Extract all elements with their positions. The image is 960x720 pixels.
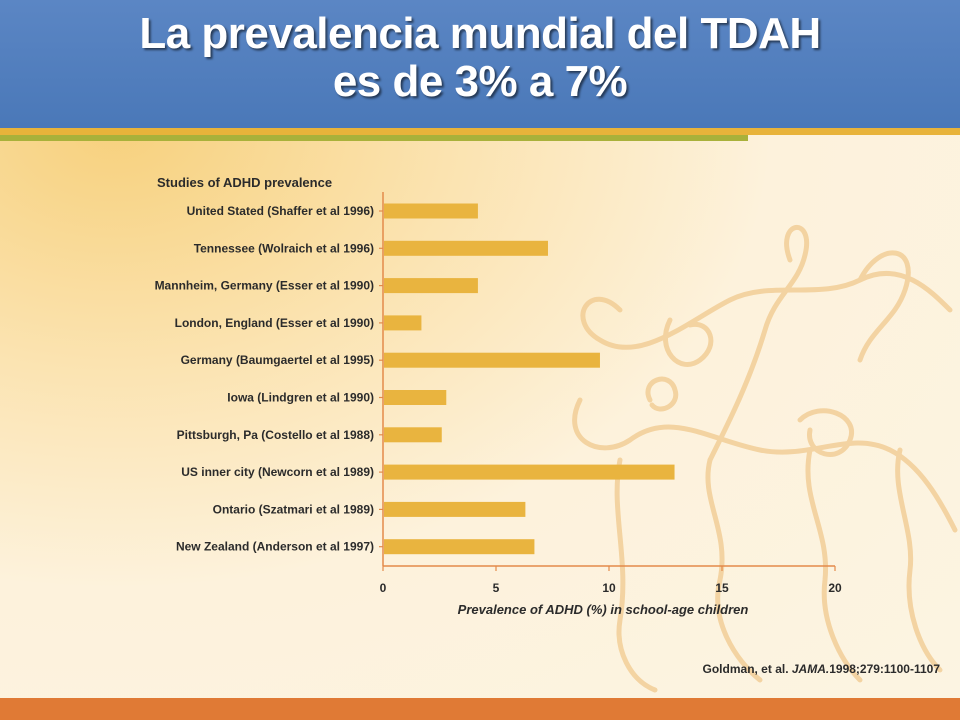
title-banner: La prevalencia mundial del TDAH es de 3%… (0, 0, 960, 128)
bar (384, 352, 600, 368)
category-label: United Stated (Shaffer et al 1996) (187, 204, 374, 218)
bar (384, 501, 526, 517)
x-axis-ticks: 0 5 10 15 20 (380, 566, 842, 595)
title-line-1: La prevalencia mundial del TDAH (139, 9, 821, 58)
title-line-2: es de 3% a 7% (332, 57, 628, 106)
citation: Goldman, et al. JAMA.1998;279:1100-1107 (676, 662, 940, 676)
category-labels: United Stated (Shaffer et al 1996) Tennes… (155, 204, 374, 554)
slide-title: La prevalencia mundial del TDAH es de 3%… (0, 10, 960, 106)
bars (379, 203, 675, 555)
bar (384, 203, 478, 219)
people-illustration (572, 225, 958, 693)
green-stripe (0, 135, 748, 141)
category-label: US inner city (Newcorn et al 1989) (181, 465, 374, 479)
gold-stripe (0, 128, 960, 135)
bar (384, 539, 535, 555)
category-label: Tennessee (Wolraich et al 1996) (194, 241, 374, 255)
bar (384, 390, 447, 405)
x-tick-label: 15 (715, 581, 729, 595)
bar (384, 278, 478, 294)
x-tick-label: 5 (493, 581, 500, 595)
bar (384, 315, 422, 331)
x-tick-label: 20 (828, 581, 842, 595)
x-tick-label: 10 (602, 581, 616, 595)
x-axis-label: Prevalence of ADHD (%) in school-age chi… (458, 602, 749, 617)
bar (384, 464, 675, 480)
bar (384, 427, 442, 443)
x-tick-label: 0 (380, 581, 387, 595)
chart-heading: Studies of ADHD prevalence (157, 175, 332, 190)
category-label: Pittsburgh, Pa (Costello et al 1988) (177, 428, 374, 442)
bar (384, 240, 548, 256)
category-label: New Zealand (Anderson et al 1997) (176, 540, 374, 554)
category-label: Iowa (Lindgren et al 1990) (227, 391, 374, 405)
category-label: Mannheim, Germany (Esser et al 1990) (155, 279, 374, 293)
category-label: Ontario (Szatmari et al 1989) (213, 502, 374, 516)
citation-suffix: 1998;279:1100-1107 (829, 662, 940, 676)
category-label: London, England (Esser et al 1990) (175, 316, 374, 330)
footer-band (0, 698, 960, 720)
citation-prefix: Goldman, et al. (702, 662, 792, 676)
category-label: Germany (Baumgaertel et al 1995) (181, 353, 374, 367)
citation-journal: JAMA. (791, 662, 830, 676)
